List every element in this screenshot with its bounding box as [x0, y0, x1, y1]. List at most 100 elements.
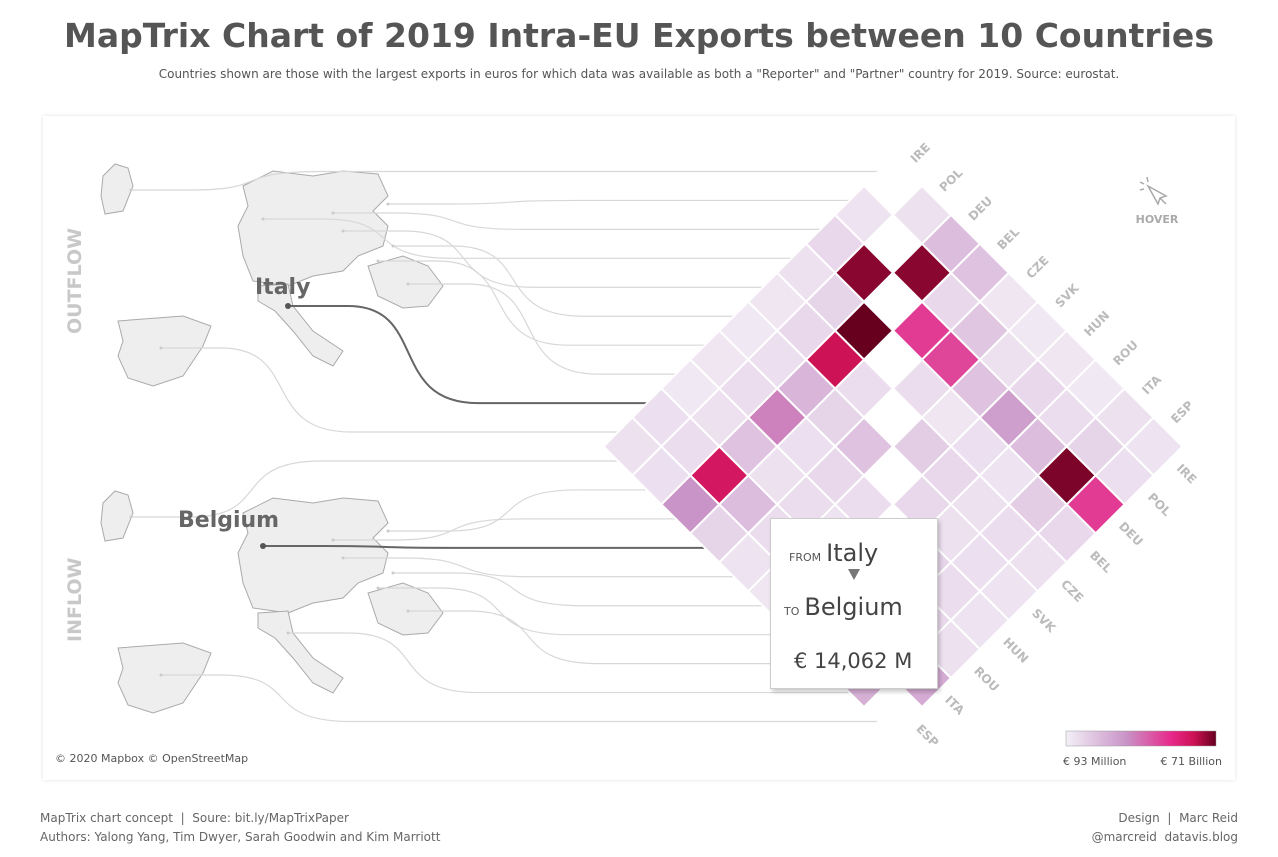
axis-label-bottom-POL: POL [1145, 490, 1174, 519]
outflow-link-HUN [378, 260, 705, 346]
inflow-point-CZE [341, 556, 345, 560]
axis-label-bottom-CZE: CZE [1058, 577, 1086, 605]
map-spain [117, 642, 212, 714]
axis-label-bottom-IRE: IRE [1174, 461, 1199, 486]
inflow-link-ITA [288, 632, 850, 694]
blog-link[interactable]: datavis.blog [1164, 830, 1238, 844]
tooltip-from-label: FROM [789, 551, 822, 564]
inflow-point-IRE [129, 515, 133, 519]
outflow-point-SVK [391, 244, 395, 248]
map-italy [257, 610, 344, 694]
inflow-link-IRE [131, 460, 618, 518]
map-romania [367, 255, 444, 309]
inflow-point-ESP [159, 673, 163, 677]
chart-card: IRE IRE POL POL DEU DEU BEL BEL CZE CZE SVK SVK HUN H… [43, 116, 1235, 780]
inflow-link-ESP [161, 674, 879, 723]
highlight-from-label: Italy [255, 275, 310, 300]
hover-icon [1139, 176, 1168, 206]
maptrix-chart: IREIREPOLPOLDEUDEUBELBELCZECZESVKSVKHUNH… [55, 140, 1222, 768]
highlight-to-label: Belgium [178, 508, 279, 533]
axis-label-top-DEU: DEU [966, 194, 996, 224]
axis-label-top-ITA: ITA [1139, 372, 1164, 397]
axis-label-bottom-HUN: HUN [1000, 635, 1031, 666]
outflow-link-IRE [131, 170, 879, 191]
tooltip-to-label: TO [784, 605, 800, 618]
inflow-point-POL [386, 529, 390, 533]
axis-label-bottom-BEL: BEL [1087, 548, 1115, 576]
outflow-point-HUN [376, 259, 380, 263]
axis-label-top-BEL: BEL [995, 225, 1023, 253]
inflow-link-SVK [393, 572, 763, 607]
footer-handle: @marcreid datavis.blog [1091, 830, 1238, 844]
outflow-link-SVK [393, 245, 734, 317]
outflow-point-IRE [129, 188, 133, 192]
outflow-link-CZE [343, 230, 763, 288]
inflow-link-POL [388, 489, 647, 532]
legend-gradient [1065, 730, 1217, 747]
outflow-link-ROU [408, 283, 676, 375]
inflow-point-DEU [331, 538, 335, 542]
footer-authors: Authors: Yalong Yang, Tim Dwyer, Sarah G… [40, 830, 441, 844]
axis-label-top-POL: POL [937, 166, 966, 195]
axis-label-top-HUN: HUN [1081, 308, 1112, 339]
inflow-point-ITA [286, 631, 290, 635]
outflow-point-POL [386, 202, 390, 206]
map-central-europe [237, 170, 389, 287]
inflow-link-BEL [263, 545, 705, 549]
axis-label-top-ROU: ROU [1110, 338, 1141, 369]
map-italy [257, 283, 344, 367]
axis-label-bottom-SVK: SVK [1029, 606, 1059, 636]
outflow-point-DEU [331, 211, 335, 215]
axis-label-bottom-ROU: ROU [971, 664, 1002, 695]
outflow-point-ROU [406, 282, 410, 286]
page-subtitle: Countries shown are those with the large… [158, 67, 1120, 81]
axis-label-bottom-ITA: ITA [942, 693, 967, 718]
inflow-point-SVK [391, 571, 395, 575]
tooltip-to: Belgium [804, 593, 903, 621]
axis-label-top-CZE: CZE [1023, 253, 1051, 281]
matrix-cell-ESP-ESP[interactable] [862, 676, 924, 738]
outflow-link-POL [388, 199, 850, 205]
tooltip-value: € 14,062 M [794, 649, 913, 673]
map-spain [117, 315, 212, 387]
tooltip-from: Italy [826, 539, 879, 567]
legend-min: € 93 Million [1063, 755, 1126, 768]
inflow-point-ROU [406, 609, 410, 613]
map-romania [367, 582, 444, 636]
inflow-point-BEL [260, 543, 266, 549]
outflow-link-BEL [263, 218, 792, 259]
outflow-point-ESP [159, 346, 163, 350]
arrow-down-icon [848, 569, 860, 580]
outflow-link-DEU [333, 212, 821, 230]
map-ireland [100, 490, 134, 542]
map-ireland [100, 163, 134, 215]
outflow-map [100, 163, 444, 387]
source-link[interactable]: bit.ly/MapTrixPaper [234, 811, 349, 825]
axis-label-bottom-DEU: DEU [1116, 519, 1146, 549]
outflow-label: OUTFLOW [64, 227, 86, 334]
inflow-map [100, 490, 444, 714]
footer-concept: MapTrix chart concept | Soure: bit.ly/Ma… [40, 811, 349, 825]
map-attribution: © 2020 Mapbox © OpenStreetMap [55, 752, 248, 765]
legend-max: € 71 Billion [1161, 755, 1222, 768]
inflow-link-DEU [333, 518, 676, 541]
inflow-label: INFLOW [64, 557, 86, 643]
tooltip: FROM Italy TO Belgium € 14,062 M [770, 518, 938, 689]
axis-label-bottom-ESP: ESP [913, 722, 941, 750]
inflow-point-HUN [376, 586, 380, 590]
page-title: MapTrix Chart of 2019 Intra-EU Exports b… [64, 16, 1214, 55]
axis-label-top-ESP: ESP [1168, 398, 1196, 426]
inflow-link-ROU [408, 610, 821, 665]
map-central-europe [237, 497, 389, 614]
outflow-link-ESP [161, 347, 618, 433]
inflow-link-HUN [378, 587, 792, 636]
inflow-link-CZE [343, 557, 734, 578]
axis-label-top-IRE: IRE [908, 140, 933, 165]
footer-design: Design | Marc Reid [1118, 811, 1238, 825]
axis-label-top-SVK: SVK [1052, 281, 1082, 311]
hover-label: HOVER [1136, 213, 1179, 226]
outflow-point-BEL [261, 217, 265, 221]
outflow-point-CZE [341, 229, 345, 233]
outflow-link-ITA [288, 305, 647, 405]
outflow-point-ITA [285, 303, 291, 309]
